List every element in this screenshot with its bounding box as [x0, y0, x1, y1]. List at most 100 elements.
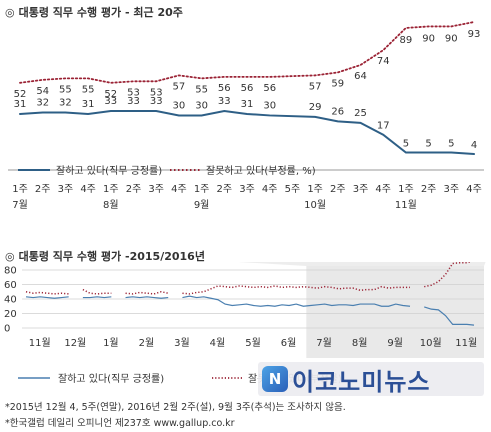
chart2-month-label: 8월: [352, 337, 368, 349]
footnote-1: *2015년 12월 4, 5주(연말), 2016년 2월 2주(설), 9월…: [5, 402, 346, 413]
chart2-positive-line: [182, 295, 411, 307]
chart1-negative-data-label: 59: [331, 78, 344, 89]
chart1-positive-data-label: 32: [59, 97, 72, 108]
chart1-legend-positive-label: 잘하고 있다(직무 긍정률): [56, 164, 162, 177]
chart2-month-label: 5월: [245, 337, 261, 349]
chart1-x-tick-label: 1주: [103, 184, 119, 195]
chart1-x-tick-label: 2주: [330, 184, 346, 195]
chart1-negative-data-label: 53: [127, 87, 140, 98]
chart1-x-month-label: 10월: [304, 199, 326, 211]
watermark-logo: N: [262, 366, 288, 392]
chart2-month-label: 12월: [64, 337, 86, 349]
chart2-positive-line: [125, 296, 169, 299]
chart2-y-tick-label: 80: [4, 266, 17, 277]
chart1-x-tick-label: 4주: [171, 184, 187, 195]
chart1-positive-data-label: 30: [173, 100, 186, 111]
chart1-negative-data-label: 55: [82, 84, 95, 95]
chart1-negative-data-label: 55: [59, 84, 72, 95]
chart2-month-label: 6월: [281, 337, 297, 349]
chart2-plot: 0 20 40 60 80 11월 12월 1월 2월 3월 4월 5월 6월 7월 8월 9월 10월 11월잘…: [4, 262, 486, 385]
chart1-negative-data-label: 53: [150, 87, 163, 98]
chart1-positive-data-label: 33: [127, 96, 140, 107]
chart1-negative-data-label: 57: [309, 81, 322, 92]
chart1-x-month-label: 8월: [103, 199, 119, 211]
chart1-title-text: 대통령 직무 수행 평가 - 최근 20주: [18, 6, 183, 19]
chart1-x-month-label: 11월: [395, 199, 417, 211]
chart2-month-label: 10월: [420, 337, 442, 349]
chart1-plot: 1주 7월 2주 3주 4주 1주 8월 2주 3주 4주 1주 9월 2주 3주 4주 5주 1주 10월 2주 3…: [8, 21, 484, 211]
chart1-negative-data-label: 64: [354, 71, 367, 82]
chart1-x-tick-label: 2주: [35, 184, 51, 195]
chart2-y-tick-label: 60: [4, 280, 17, 291]
chart2-negative-line: [25, 291, 69, 295]
chart1-title: ◎ 대통령 직무 수행 평가 - 최근 20주: [5, 4, 183, 20]
chart1-x-tick-label: 2주: [217, 184, 233, 195]
chart1-positive-data-label: 31: [82, 99, 95, 110]
chart1-x-tick-label: 5주: [285, 184, 301, 195]
chart1-x-tick-label: 1주: [307, 184, 323, 195]
chart1-negative-data-label: 93: [468, 29, 481, 40]
chart1-x-month-label: 9월: [194, 199, 210, 211]
chart2-title-text: 대통령 직무 수행 평가 -2015/2016년: [18, 250, 205, 263]
chart1-positive-data-label: 33: [150, 96, 163, 107]
chart2-y-tick-label: 20: [4, 309, 17, 320]
chart2-positive-line: [82, 296, 112, 299]
chart1-negative-data-label: 56: [218, 83, 231, 94]
chart2-negative-line: [125, 290, 169, 295]
chart2-negative-line: [424, 262, 472, 288]
chart1-negative-data-label: 56: [263, 83, 276, 94]
chart2-month-label: 7월: [316, 337, 332, 349]
chart1-positive-data-label: 30: [195, 100, 208, 111]
chart2-zoom-connector: [238, 262, 486, 266]
chart2-y-tick-label: 40: [4, 295, 17, 306]
chart1-positive-data-label: 5: [448, 139, 454, 150]
chart2-month-label: 9월: [387, 337, 403, 349]
chart2-negative-line: [82, 288, 112, 295]
chart1-positive-data-label: 33: [218, 96, 231, 107]
chart1-negative-data-label: 90: [422, 33, 435, 44]
chart1-x-tick-label: 4주: [262, 184, 278, 195]
watermark-text: 이코노미뉴스: [292, 367, 431, 396]
chart1-positive-data-label: 31: [14, 99, 27, 110]
chart1-negative-data-label: 90: [445, 33, 458, 44]
chart1-positive-data-label: 33: [104, 96, 117, 107]
chart1-legend-negative-label: 잘못하고 있다(부정률, %): [206, 164, 316, 177]
chart1-negative-data-label: 52: [14, 89, 27, 100]
chart2-month-label: 3월: [174, 337, 190, 349]
chart2-positive-line: [25, 296, 69, 299]
chart1-x-tick-label: 4주: [375, 184, 391, 195]
chart2-month-label: 11월: [455, 337, 477, 349]
chart1-negative-data-label: 57: [173, 81, 186, 92]
chart1-negative-data-label: 55: [195, 84, 208, 95]
chart1-positive-data-label: 30: [263, 100, 276, 111]
chart1-x-tick-label: 4주: [80, 184, 96, 195]
chart1-negative-data-label: 52: [104, 89, 117, 100]
chart1-positive-data-label: 26: [331, 106, 344, 117]
chart1-negative-data-label: 56: [241, 83, 254, 94]
chart2-highlight-region: [306, 266, 484, 358]
chart1-x-month-label: 7월: [12, 199, 28, 211]
chart2-month-label: 1월: [103, 337, 119, 349]
chart1-positive-data-label: 5: [403, 139, 409, 150]
chart2-month-label: 4월: [210, 337, 226, 349]
chart1-x-tick-label: 1주: [194, 184, 210, 195]
chart1-negative-data-label: 54: [36, 86, 49, 97]
chart1-positive-data-label: 32: [36, 97, 49, 108]
chart1-positive-data-label: 4: [471, 140, 477, 151]
chart1-x-tick-label: 2주: [126, 184, 142, 195]
watermark: N 이코노미뉴스: [258, 362, 484, 396]
chart1-positive-data-label: 25: [354, 108, 367, 119]
chart2-legend-positive-label: 잘하고 있다(직무 긍정률): [58, 372, 164, 385]
chart1-x-tick-label: 3주: [58, 184, 74, 195]
chart1-positive-data-label: 29: [309, 102, 322, 113]
chart1-x-tick-label: 3주: [353, 184, 369, 195]
chart2-month-label: 11월: [29, 337, 51, 349]
chart1-positive-data-label: 17: [377, 121, 390, 132]
chart1-positive-line: [19, 109, 475, 155]
chart1-x-tick-label: 1주: [12, 184, 28, 195]
chart1-x-tick-label: 3주: [444, 184, 460, 195]
chart2-y-tick-label: 0: [4, 324, 10, 335]
chart1-x-tick-label: 4주: [466, 184, 482, 195]
chart1-positive-data-label: 5: [425, 139, 431, 150]
chart1-x-tick-label: 3주: [239, 184, 255, 195]
